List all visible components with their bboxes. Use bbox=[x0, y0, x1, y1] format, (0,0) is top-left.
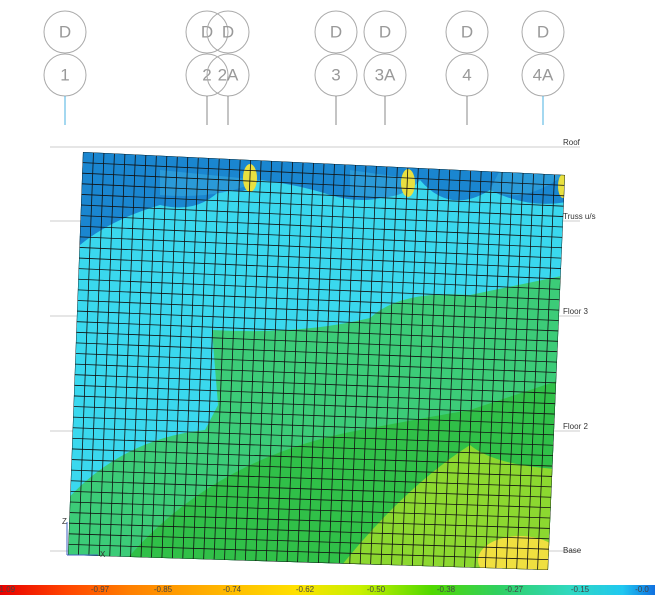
bubble-label: 4 bbox=[462, 65, 471, 84]
mesh-line bbox=[68, 554, 549, 570]
mesh-line bbox=[75, 342, 557, 363]
bubble-label: 3 bbox=[331, 65, 340, 84]
mesh-line bbox=[76, 331, 558, 353]
mesh-line bbox=[78, 278, 560, 301]
mesh-line bbox=[74, 384, 556, 405]
legend-label: -0.62 bbox=[296, 585, 315, 594]
legend-label: -0.50 bbox=[367, 585, 386, 594]
legend-label: -0.38 bbox=[437, 585, 456, 594]
bubble-circle bbox=[185, 10, 229, 54]
mesh-line bbox=[72, 437, 553, 457]
legend-label: -0.85 bbox=[154, 585, 173, 594]
story-label: Truss u/s bbox=[563, 212, 596, 221]
mesh-line bbox=[79, 236, 562, 259]
bubble-label: D bbox=[379, 22, 391, 41]
mesh-line bbox=[82, 172, 565, 197]
bubble-label: D bbox=[537, 22, 549, 41]
legend-label: -0.15 bbox=[571, 585, 590, 594]
bubble-label: 1 bbox=[60, 65, 69, 84]
mesh-line bbox=[71, 459, 553, 477]
axis-label: Z bbox=[62, 517, 67, 526]
mesh-line bbox=[69, 522, 550, 540]
mesh-line bbox=[77, 289, 560, 311]
mesh-line bbox=[80, 225, 562, 249]
mesh-line bbox=[82, 162, 565, 186]
mesh-line bbox=[73, 406, 555, 425]
mesh-line bbox=[68, 543, 549, 561]
mesh-line bbox=[81, 194, 564, 217]
mesh-line bbox=[75, 353, 557, 373]
legend-label: -0.27 bbox=[505, 585, 524, 594]
legend: -1.09 -0.97 -0.85 -0.74 -0.62 -0.50 -0.38 -0.27… bbox=[0, 585, 649, 594]
story-label: Floor 2 bbox=[563, 422, 588, 431]
legend-label: -0.97 bbox=[91, 585, 110, 594]
bubble-label: 2A bbox=[218, 65, 239, 84]
mesh-line bbox=[70, 480, 552, 498]
mesh-line bbox=[73, 395, 555, 415]
bubble-circle bbox=[445, 10, 489, 54]
bubble-label: D bbox=[461, 22, 473, 41]
mesh-line bbox=[81, 183, 564, 207]
bubble-circle bbox=[521, 10, 565, 54]
mesh-line bbox=[70, 490, 551, 509]
mesh-line bbox=[68, 533, 549, 550]
mesh-line bbox=[75, 363, 557, 384]
bubble-circle bbox=[314, 10, 358, 54]
mesh-line bbox=[72, 427, 554, 446]
mesh-line bbox=[77, 310, 559, 332]
bubble-label: 4A bbox=[533, 65, 554, 84]
story-label: Roof bbox=[563, 138, 581, 147]
bubble-circle bbox=[363, 10, 407, 54]
bubble-label: D bbox=[222, 22, 234, 41]
mesh-line bbox=[76, 321, 558, 342]
mesh-line bbox=[69, 501, 551, 519]
mesh-line bbox=[74, 374, 556, 394]
bubble-label: D bbox=[330, 22, 342, 41]
bubble-circle bbox=[43, 10, 87, 54]
mesh-line bbox=[73, 416, 554, 436]
legend-label: -1.09 bbox=[0, 585, 16, 594]
mesh-line bbox=[81, 204, 563, 228]
mesh-line bbox=[78, 268, 561, 290]
mesh-line bbox=[69, 512, 550, 529]
legend-label: -0.0 bbox=[635, 585, 649, 594]
mesh-line bbox=[71, 448, 553, 467]
story-labels: Roof Truss u/s Floor 3 Floor 2 Base bbox=[563, 138, 596, 555]
bubble-label: 3A bbox=[375, 65, 396, 84]
mesh-line bbox=[79, 257, 561, 280]
mesh-line bbox=[79, 247, 561, 269]
legend-bar bbox=[0, 585, 655, 595]
story-label: Floor 3 bbox=[563, 307, 588, 316]
bubble-label: D bbox=[59, 22, 71, 41]
axis-triad: Z X bbox=[62, 517, 106, 559]
mesh-line bbox=[71, 469, 552, 488]
mesh-line bbox=[80, 215, 563, 238]
story-label: Base bbox=[563, 546, 582, 555]
legend-label: -0.74 bbox=[223, 585, 242, 594]
bubble-circle bbox=[206, 10, 250, 54]
mesh-line bbox=[77, 300, 559, 321]
contour bbox=[68, 152, 565, 570]
axis-label: X bbox=[100, 550, 106, 559]
